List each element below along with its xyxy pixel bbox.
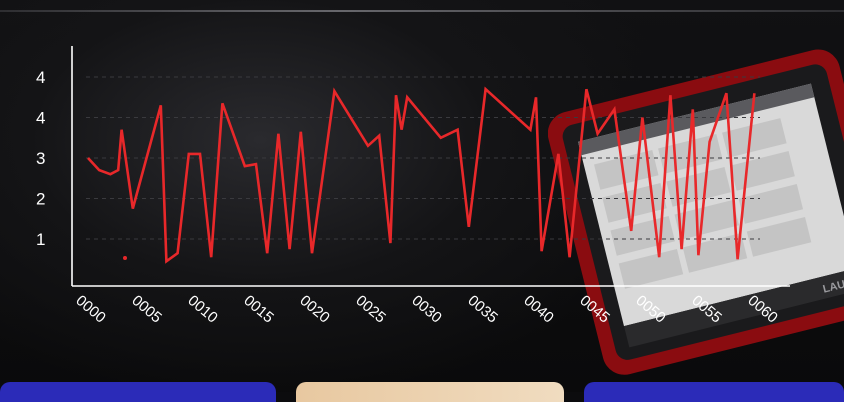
frame-edge xyxy=(0,10,844,12)
y-tick-label: 1 xyxy=(36,230,45,249)
series-line xyxy=(87,86,756,264)
x-tick-label: 0035 xyxy=(464,292,500,326)
x-tick-label: 0055 xyxy=(688,292,724,326)
x-tick-label: 0020 xyxy=(296,292,332,326)
y-tick-label: 2 xyxy=(36,190,45,209)
x-tick-label: 0060 xyxy=(744,292,780,326)
y-tick-label: 4 xyxy=(36,68,45,87)
y-tick-labels: 1 2 3 4 4 xyxy=(36,68,45,249)
x-tick-label: 0015 xyxy=(240,292,276,326)
x-tick-label: 0005 xyxy=(128,292,164,326)
x-tick-label: 0045 xyxy=(576,292,612,326)
x-tick-label: 0030 xyxy=(408,292,444,326)
x-tick-label: 0000 xyxy=(72,292,108,326)
y-tick-label: 3 xyxy=(36,149,45,168)
x-tick-label: 0050 xyxy=(632,292,668,326)
x-tick-labels: 0000 0005 0010 0015 0020 0025 0030 0035 0040 0045… xyxy=(72,292,780,326)
x-tick-label: 0025 xyxy=(352,292,388,326)
x-tick-label: 0010 xyxy=(184,292,220,326)
y-tick-label: 4 xyxy=(36,109,45,128)
series-group xyxy=(87,86,756,264)
x-tick-label: 0040 xyxy=(520,292,556,326)
stray-dot xyxy=(123,256,127,260)
